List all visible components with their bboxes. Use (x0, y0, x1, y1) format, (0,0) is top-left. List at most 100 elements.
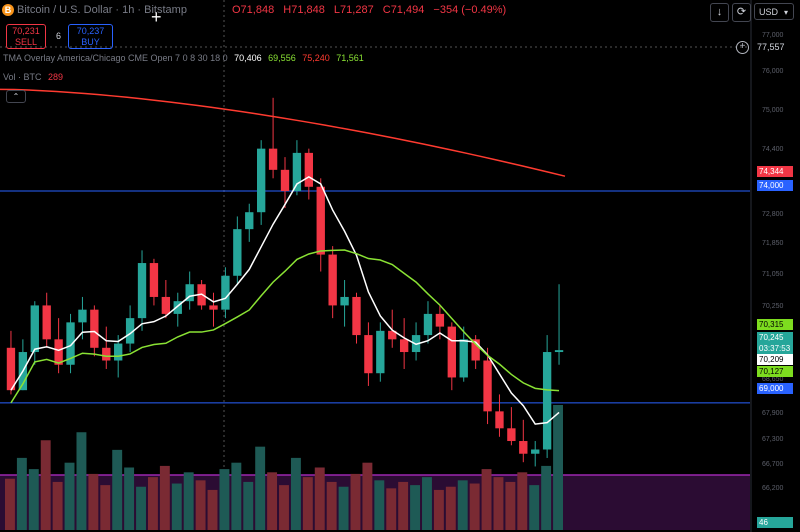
bitcoin-logo-icon: B (2, 4, 14, 16)
candle-body (388, 330, 397, 340)
download-button[interactable]: ↓ (710, 3, 729, 22)
collapse-legend-button[interactable]: ⌃ (6, 90, 26, 103)
candle-body (233, 229, 242, 276)
close-value: C71,494 (382, 4, 425, 16)
ma-green-line (10, 249, 560, 404)
volume-bar (553, 405, 563, 530)
volume-bar (243, 481, 254, 530)
axis-tick-label: 66,700 (762, 461, 784, 468)
crosshair-cursor-icon: + (151, 7, 162, 27)
high-value: H71,848 (283, 4, 325, 16)
volume-bar (505, 481, 516, 530)
volume-bar (422, 477, 432, 530)
candle-body (173, 301, 182, 314)
volume-bar (338, 486, 349, 530)
candle-body (245, 212, 254, 230)
candle-body (519, 441, 528, 454)
buy-price: 70,237 (76, 26, 105, 36)
volume-value: 289 (48, 72, 64, 82)
candle-body (78, 309, 87, 323)
candle-body (280, 169, 290, 192)
candle-body (483, 360, 492, 412)
refresh-button[interactable]: ⟳ (732, 3, 751, 22)
change-value: −354 (−0.49%) (433, 4, 507, 16)
chart-header: B Bitcoin / U.S. Dollar · 1h · Bitstamp … (0, 0, 740, 22)
indicator-value-4: 71,561 (336, 53, 364, 63)
volume-bar (112, 449, 123, 530)
volume-bar (52, 481, 63, 530)
volume-bar (302, 477, 313, 530)
axis-tick-label: 68,650 (762, 376, 784, 383)
volume-bar (481, 469, 492, 530)
volume-bar (100, 485, 111, 530)
currency-select[interactable]: USD ▾ (754, 3, 794, 20)
buy-button[interactable]: 70,237 BUY (68, 24, 113, 49)
axis-tick-label: 66,200 (762, 485, 784, 492)
axis-tick-label: 67,300 (762, 436, 784, 443)
candle-body (257, 148, 266, 213)
ma-white-line (10, 176, 560, 425)
candle-body (554, 350, 564, 353)
arrow-down-icon: ↓ (716, 6, 723, 18)
sell-button[interactable]: 70,231 SELL (6, 24, 46, 49)
candle-body (137, 263, 147, 319)
candle-body (114, 343, 123, 361)
symbol-title[interactable]: Bitcoin / U.S. Dollar · 1h · Bitstamp (17, 4, 187, 16)
candle-body (447, 326, 456, 378)
axis-tick-label: 75,000 (762, 107, 784, 114)
candle-body (185, 284, 194, 302)
candle-body (90, 309, 99, 348)
price-label: 74,344 (757, 166, 793, 177)
volume-bar (124, 467, 135, 530)
price-label: 70,315 (757, 319, 793, 330)
candle-body (292, 152, 302, 192)
candle-body (316, 186, 325, 255)
candle-body (376, 330, 385, 374)
indicator-value-3: 75,240 (302, 53, 330, 63)
indicator-legend[interactable]: TMA Overlay America/Chicago CME Open 7 0… (3, 53, 364, 63)
price-label: 46 (757, 517, 793, 528)
candle-body (340, 296, 349, 306)
indicator-name: TMA Overlay America/Chicago CME Open 7 0… (3, 53, 228, 63)
sell-label: SELL (14, 37, 38, 47)
volume-bar (517, 472, 528, 530)
axis-tick-label: 74,400 (762, 146, 784, 153)
volume-bar (231, 462, 242, 530)
volume-bar (398, 481, 409, 530)
candle-body (221, 275, 230, 310)
volume-bar (290, 457, 301, 530)
candle-body (42, 305, 51, 340)
volume-bar (159, 465, 170, 530)
currency-value: USD (759, 7, 779, 17)
candle-body (435, 313, 445, 327)
volume-bar (195, 480, 206, 530)
add-alert-plus-icon[interactable]: + (736, 41, 749, 54)
price-label: 70,245 (757, 332, 793, 343)
volume-bar (362, 462, 373, 530)
candle-body (507, 428, 516, 442)
candle-body (209, 305, 218, 310)
candle-body (6, 347, 16, 391)
volume-bar (457, 480, 468, 530)
low-value: L71,287 (333, 4, 374, 16)
candle-body (352, 296, 361, 336)
volume-bar (88, 473, 99, 530)
candle-body (149, 263, 159, 297)
volume-bar (267, 472, 278, 530)
candle-body (364, 335, 373, 374)
chevron-up-icon: ⌃ (12, 92, 20, 101)
volume-bar (40, 440, 51, 530)
candle-body (399, 339, 409, 353)
volume-legend[interactable]: Vol · BTC 289 (3, 72, 63, 82)
axis-tick-label: 72,800 (762, 211, 784, 218)
volume-bar (493, 477, 504, 530)
volume-bar (541, 465, 552, 530)
candle-body (54, 339, 63, 365)
indicator-value-2: 69,556 (268, 53, 296, 63)
volume-bar (314, 467, 325, 530)
volume-bar (16, 457, 27, 530)
candle-body (161, 296, 171, 314)
candle-body (268, 148, 278, 170)
chevron-down-icon: ▾ (784, 8, 789, 17)
